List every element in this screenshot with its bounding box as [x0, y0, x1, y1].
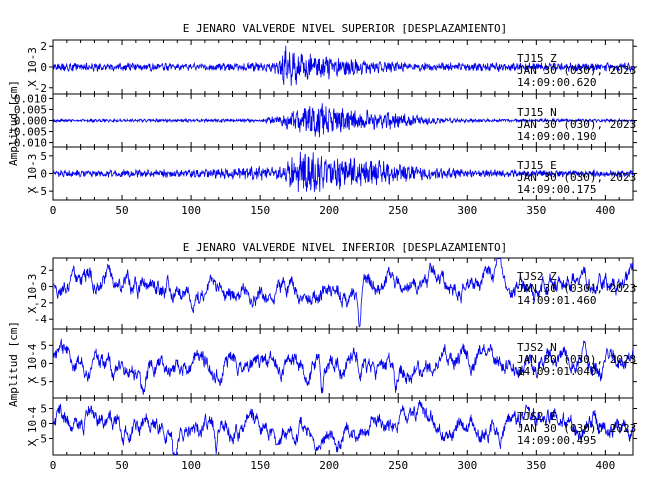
x-tick-label: 350	[526, 459, 546, 472]
x-tick-label: 300	[457, 204, 477, 217]
x-tick-label: 100	[181, 204, 201, 217]
y-tick-label: 5	[40, 403, 47, 416]
y-tick-label: 0.000	[14, 115, 47, 128]
y-tick-label: -4	[34, 313, 48, 326]
x-tick-label: 200	[319, 204, 339, 217]
y-tick-label: 5	[40, 339, 47, 352]
y-tick-label: -5	[34, 433, 47, 446]
y-tick-label: 2	[40, 264, 47, 277]
trace-line	[52, 151, 634, 193]
x-tick-label: 50	[115, 459, 128, 472]
x-tick-label: 100	[181, 459, 201, 472]
trace-annotation: JAN 30 (030), 2023	[517, 171, 636, 184]
y-multiplier-label: X 10-3	[26, 47, 39, 87]
x-tick-label: 50	[115, 204, 128, 217]
trace-annotation: TJ15 E	[517, 159, 557, 172]
y-tick-label: 5	[40, 150, 47, 163]
y-multiplier-label: X 10-4	[26, 406, 39, 446]
x-tick-label: 350	[526, 204, 546, 217]
y-axis-label-bottom: Amplitud [cm]	[7, 321, 20, 407]
trace-annotation: 14:09:01.040	[517, 365, 596, 378]
y-tick-label: 0	[40, 281, 47, 294]
trace-line	[52, 45, 634, 86]
y-tick-label: 0	[40, 61, 47, 74]
trace-annotation: 14:09:01.460	[517, 294, 596, 307]
y-tick-label: -2	[34, 297, 47, 310]
trace-line	[52, 103, 634, 138]
trace-annotation: TJS2 N	[517, 341, 557, 354]
x-tick-label: 250	[388, 204, 408, 217]
trace-line	[52, 338, 634, 395]
x-tick-label: 250	[388, 459, 408, 472]
y-axis-label-top: Amplitud [cm]	[7, 80, 20, 166]
y-tick-label: -5	[34, 185, 47, 198]
trace-annotation: 14:09:00.175	[517, 183, 596, 196]
chart-title-bottom: E JENARO VALVERDE NIVEL INFERIOR [DESPLA…	[183, 241, 508, 254]
x-tick-label: 200	[319, 459, 339, 472]
y-tick-label: 2	[40, 40, 47, 53]
trace-annotation: 14:09:00.495	[517, 434, 596, 447]
y-tick-label: 0.005	[14, 103, 47, 116]
trace-annotation: JAN 30 (030), 2023	[517, 118, 636, 131]
trace-annotation: JAN 30 (030), 2023	[517, 64, 636, 77]
trace-annotation: 14:09:00.620	[517, 76, 596, 89]
y-tick-label: -0.010	[7, 137, 47, 150]
y-tick-label: -0.005	[7, 126, 47, 139]
x-tick-label: 300	[457, 459, 477, 472]
trace-annotation: TJ15 Z	[517, 52, 557, 65]
y-tick-label: 0	[40, 418, 47, 431]
y-tick-label: -5	[34, 376, 47, 389]
chart-title-top: E JENARO VALVERDE NIVEL SUPERIOR [DESPLA…	[183, 22, 508, 35]
trace-annotation: 14:09:00.190	[517, 130, 596, 143]
x-tick-label: 400	[595, 204, 615, 217]
x-tick-label: 400	[595, 459, 615, 472]
y-tick-label: 0	[40, 358, 47, 371]
y-multiplier-label: X 10-4	[26, 343, 39, 383]
y-multiplier-label: X 10-3	[26, 274, 39, 314]
trace-annotation: TJS2 E	[517, 410, 557, 423]
y-multiplier-label: X 10-3	[26, 154, 39, 194]
trace-annotation: TJS2 Z	[517, 270, 557, 283]
x-tick-label: 0	[50, 459, 57, 472]
y-tick-label: -2	[34, 82, 47, 95]
trace-line	[52, 399, 634, 456]
trace-annotation: TJ15 N	[517, 106, 557, 119]
y-tick-label: 0.010	[14, 92, 47, 105]
x-tick-label: 150	[250, 459, 270, 472]
trace-annotation: JAN 30 (030), 2023	[517, 282, 636, 295]
trace-line	[52, 258, 634, 328]
x-tick-label: 0	[50, 204, 57, 217]
trace-annotation: JAN 30 (030), 2023	[517, 422, 636, 435]
x-tick-label: 150	[250, 204, 270, 217]
trace-annotation: JAN 30 (030), 2023	[517, 353, 636, 366]
y-tick-label: 0	[40, 168, 47, 181]
